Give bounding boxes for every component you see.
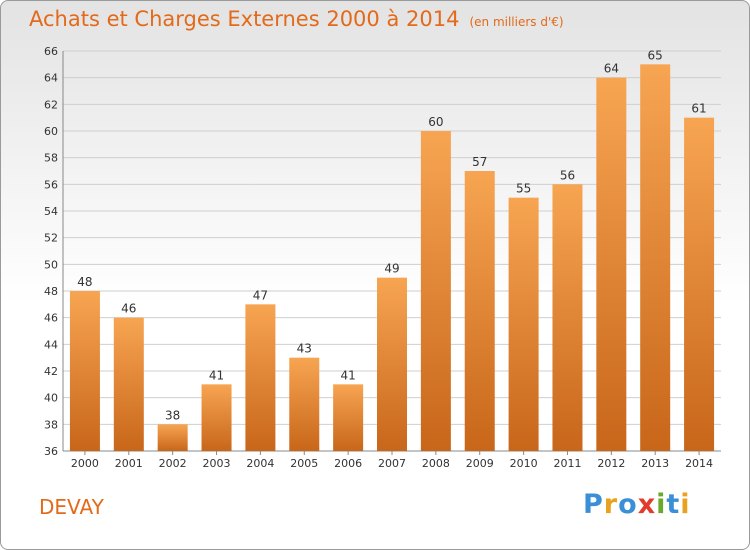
bar-value-label: 61 — [691, 102, 706, 116]
bar — [157, 424, 188, 451]
bar-value-label: 60 — [428, 115, 443, 129]
y-tick-label: 44 — [44, 338, 58, 351]
place-name: DEVAY — [39, 495, 104, 519]
logo-letter: x — [637, 489, 657, 520]
y-tick-label: 52 — [44, 232, 58, 245]
y-tick-label: 40 — [44, 392, 58, 405]
logo-letter: o — [618, 489, 638, 520]
x-tick-label: 2011 — [553, 457, 581, 470]
bar — [333, 384, 364, 451]
y-tick-label: 48 — [44, 285, 58, 298]
y-tick-label: 62 — [44, 98, 58, 111]
bar-value-label: 41 — [209, 368, 224, 382]
x-tick-label: 2009 — [466, 457, 494, 470]
x-tick-label: 2004 — [246, 457, 274, 470]
y-tick-label: 54 — [44, 205, 58, 218]
bar-value-label: 47 — [253, 288, 268, 302]
bar-value-label: 41 — [340, 368, 355, 382]
logo-letter: P — [583, 489, 604, 520]
logo-letter: i — [656, 489, 667, 520]
x-tick-label: 2001 — [115, 457, 143, 470]
bar-value-label: 46 — [121, 302, 136, 316]
bar — [508, 197, 539, 451]
x-tick-labels: 2000 2001 2002 2003 2004 2005 2006 2007 2008 2009… — [71, 457, 713, 470]
bar — [552, 184, 583, 452]
value-labels: 48 46 38 41 47 43 41 49 60 57 55 56 64 65 61 — [77, 48, 706, 422]
x-tick-label: 2010 — [510, 457, 538, 470]
bar-value-label: 55 — [516, 182, 531, 196]
y-tick-label: 36 — [44, 445, 58, 458]
bar-value-label: 57 — [472, 155, 487, 169]
x-tick-label: 2013 — [641, 457, 669, 470]
y-tick-label: 66 — [44, 45, 58, 58]
y-tick-label: 46 — [44, 312, 58, 325]
proxiti-logo: Proxiti — [583, 489, 691, 520]
bar — [640, 64, 671, 452]
bar-value-label: 48 — [77, 275, 92, 289]
bar — [113, 317, 144, 451]
x-tick-label: 2012 — [597, 457, 625, 470]
y-tick-label: 60 — [44, 125, 58, 138]
bar — [245, 304, 276, 451]
x-tick-label: 2000 — [71, 457, 99, 470]
y-tick-label: 50 — [44, 258, 58, 271]
bar-value-label: 49 — [384, 262, 399, 276]
bar-value-label: 38 — [165, 408, 180, 422]
x-tick-label: 2006 — [334, 457, 362, 470]
logo-letter: i — [680, 489, 691, 520]
x-tick-label: 2008 — [422, 457, 450, 470]
x-tick-label: 2005 — [290, 457, 318, 470]
x-tick-label: 2003 — [203, 457, 231, 470]
y-tick-label: 38 — [44, 418, 58, 431]
bar-value-label: 64 — [604, 62, 619, 76]
logo-letter: r — [603, 489, 619, 520]
bar — [596, 77, 627, 452]
logo-letter: t — [666, 489, 681, 520]
bar — [377, 277, 407, 451]
y-tick-label: 58 — [44, 152, 58, 165]
bar — [420, 131, 451, 451]
bars — [69, 64, 715, 452]
y-tick-label: 56 — [44, 178, 58, 191]
bar — [69, 291, 100, 451]
chart-unit: (en milliers d'€) — [469, 15, 564, 29]
bar-value-label: 65 — [648, 48, 663, 62]
x-tick-label: 2007 — [378, 457, 406, 470]
y-tick-label: 64 — [44, 72, 58, 85]
x-tick-label: 2014 — [685, 457, 713, 470]
bar — [289, 357, 320, 451]
chart-title: Achats et Charges Externes 2000 à 2014 (e… — [29, 7, 564, 31]
bar — [464, 171, 495, 451]
bar-value-label: 56 — [560, 168, 575, 182]
bar-value-label: 43 — [297, 342, 312, 356]
x-tick-label: 2002 — [159, 457, 187, 470]
chart-title-text: Achats et Charges Externes 2000 à 2014 — [29, 7, 460, 31]
bar — [684, 117, 715, 452]
y-tick-label: 42 — [44, 365, 58, 378]
y-tick-labels: 36 38 40 42 44 46 48 50 52 54 56 58 60 62 64 66 — [44, 45, 58, 458]
bar — [201, 384, 232, 451]
